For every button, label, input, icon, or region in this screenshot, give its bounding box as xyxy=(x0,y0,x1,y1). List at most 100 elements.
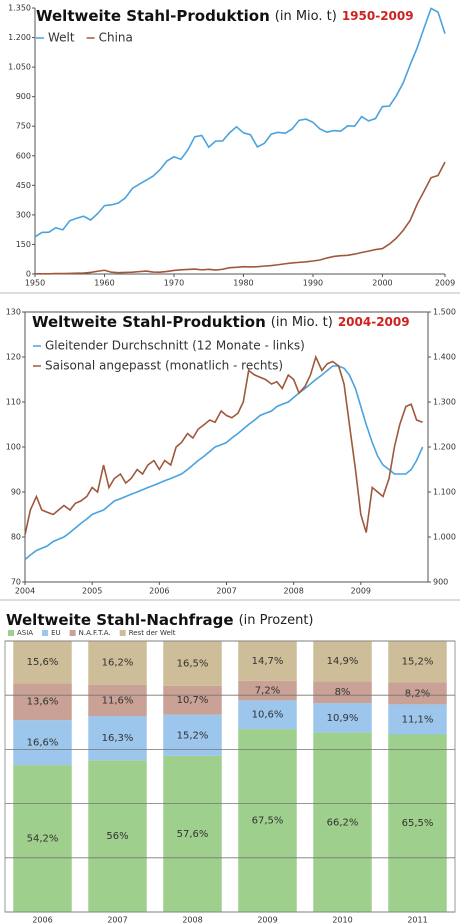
x-tick-label: 2009 xyxy=(351,587,371,596)
value-label: 65,5% xyxy=(402,818,434,829)
bar-segment xyxy=(238,641,297,681)
title-sub: (in Prozent) xyxy=(239,613,314,628)
value-label: 14,7% xyxy=(252,656,284,667)
x-tick-label: 2004 xyxy=(15,587,35,596)
y2-tick-label: 1.300 xyxy=(433,398,456,407)
bar-segment xyxy=(163,641,222,686)
y-tick-label: 450 xyxy=(16,181,31,190)
y-tick-label: 1.350 xyxy=(8,4,31,13)
value-label: 66,2% xyxy=(327,817,359,828)
x-tick-label: 2008 xyxy=(182,916,202,924)
legend-swatch xyxy=(119,630,126,636)
value-label: 11,6% xyxy=(102,695,134,706)
title-sub: (in Mio. t) xyxy=(271,315,333,330)
value-label: 10,6% xyxy=(252,710,284,721)
x-tick-label: 2005 xyxy=(82,587,102,596)
value-label: 15,2% xyxy=(402,657,434,668)
y-tick-label: 1.050 xyxy=(8,63,31,72)
bar-segment xyxy=(163,755,222,912)
y-tick-label: 900 xyxy=(16,92,31,101)
legend-label: EU xyxy=(51,629,61,637)
x-tick-label: 1960 xyxy=(94,279,114,288)
value-label: 8% xyxy=(335,687,351,698)
y-tick-label: 150 xyxy=(16,240,31,249)
x-tick-label: 2006 xyxy=(32,916,52,924)
series-line xyxy=(35,161,446,275)
series-line xyxy=(24,365,424,561)
y-tick-label: 80 xyxy=(11,533,21,542)
bar-segment xyxy=(238,700,297,730)
chart-title: Weltweite Stahl-Produktion (in Mio. t) 200… xyxy=(32,313,410,331)
y-tick-label: 110 xyxy=(6,398,21,407)
bar-segment xyxy=(313,732,372,912)
chart-title: Weltweite Stahl-Produktion (in Mio. t) 195… xyxy=(36,7,414,25)
legend-label: ASIA xyxy=(17,629,33,637)
plot-area xyxy=(4,640,456,913)
legend-swatch xyxy=(8,630,14,636)
y2-tick-label: 1.400 xyxy=(433,353,456,362)
bar-segment xyxy=(88,640,147,685)
legend-label: Welt xyxy=(48,31,75,45)
value-label: 16,5% xyxy=(177,658,209,669)
y-tick-label: 300 xyxy=(16,210,31,219)
bar-segment xyxy=(88,760,147,912)
bar-segment xyxy=(313,641,372,682)
legend-label: N.A.F.T.A. xyxy=(79,629,111,637)
value-label: 57,6% xyxy=(177,829,209,840)
title-period: 2004-2009 xyxy=(338,315,410,329)
y-tick-label: 120 xyxy=(6,353,21,362)
value-label: 16,2% xyxy=(102,658,134,669)
title-main: Weltweite Stahl-Nachfrage xyxy=(6,611,234,629)
chart-title: Weltweite Stahl-Nachfrage (in Prozent) xyxy=(6,611,314,629)
bar-segment xyxy=(388,704,447,735)
bar-segment xyxy=(313,681,372,704)
title-main: Weltweite Stahl-Produktion xyxy=(32,313,266,331)
value-label: 15,2% xyxy=(177,730,209,741)
x-tick-label: 1980 xyxy=(233,279,253,288)
bar-segment xyxy=(163,685,222,715)
y-tick-label: 0 xyxy=(26,270,31,279)
legend-label: Gleitender Durchschnitt (12 Monate - lin… xyxy=(45,339,305,353)
legend-label: Saisonal angepasst (monatlich - rechts) xyxy=(45,359,283,373)
x-tick-label: 1990 xyxy=(303,279,323,288)
bar-segment xyxy=(238,729,297,912)
y-tick-label: 130 xyxy=(6,308,21,317)
bar-segment xyxy=(13,720,72,766)
y-tick-label: 600 xyxy=(16,151,31,160)
x-tick-label: 1950 xyxy=(25,279,45,288)
bar-segment xyxy=(388,682,447,705)
bar-segment xyxy=(88,716,147,761)
value-label: 7,2% xyxy=(255,686,280,697)
y-tick-label: 100 xyxy=(6,443,21,452)
y-tick-label: 1.200 xyxy=(8,33,31,42)
x-tick-label: 1970 xyxy=(164,279,184,288)
bar-segment xyxy=(388,641,447,683)
bar-segment xyxy=(88,684,147,717)
bar-segment xyxy=(13,765,72,912)
title-sub: (in Mio. t) xyxy=(275,9,337,24)
value-label: 8,2% xyxy=(405,688,430,699)
x-tick-label: 2009 xyxy=(257,916,277,924)
value-label: 16,3% xyxy=(102,733,134,744)
y2-tick-label: 900 xyxy=(433,578,448,587)
value-label: 15,6% xyxy=(27,657,59,668)
value-label: 14,9% xyxy=(327,656,359,667)
value-label: 10,7% xyxy=(177,695,209,706)
y2-tick-label: 1.100 xyxy=(433,488,456,497)
bar-segment xyxy=(13,683,72,721)
legend-label: China xyxy=(99,31,133,45)
y-tick-label: 90 xyxy=(11,488,21,497)
x-tick-label: 2010 xyxy=(332,916,352,924)
series-line xyxy=(24,354,423,535)
x-tick-label: 2007 xyxy=(107,916,127,924)
value-label: 16,6% xyxy=(27,738,59,749)
value-label: 13,6% xyxy=(27,697,59,708)
x-tick-label: 2011 xyxy=(407,916,427,924)
bar-segment xyxy=(13,641,72,684)
x-tick-label: 2009 xyxy=(435,279,455,288)
value-label: 10,9% xyxy=(327,713,359,724)
x-tick-label: 2007 xyxy=(216,587,236,596)
series-line xyxy=(34,7,446,238)
x-tick-label: 2008 xyxy=(283,587,303,596)
